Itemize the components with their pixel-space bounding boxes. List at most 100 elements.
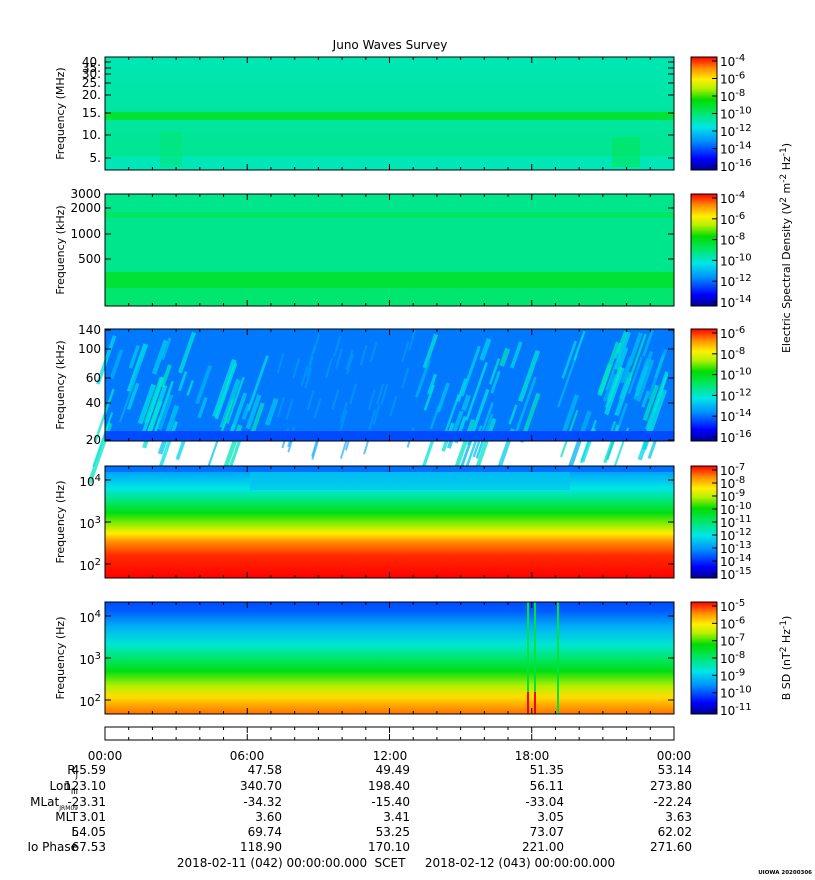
emission-streak	[642, 384, 659, 421]
emission-streak	[247, 355, 269, 411]
ephemeris-value: 56.11	[530, 779, 564, 793]
y-tick-label: 103	[79, 515, 101, 531]
emission-streak	[614, 342, 622, 359]
emission-streak	[490, 370, 501, 394]
emission-streak	[461, 394, 472, 412]
emission-streak	[311, 439, 320, 461]
emission-streak	[514, 376, 537, 434]
emission-streak	[308, 345, 316, 366]
colorbar-tick-label: 10-8	[720, 650, 745, 666]
y-tick-label: 104	[79, 473, 101, 489]
y-tick-label: 10.	[82, 128, 101, 142]
emission-streak	[349, 383, 358, 404]
time-label: 18:00	[515, 749, 550, 763]
emission-streak	[488, 358, 501, 385]
emission-streak	[616, 331, 628, 355]
emission-streak	[220, 399, 234, 434]
emission-streak	[372, 404, 381, 425]
ephemeris-value: 54.05	[72, 825, 106, 839]
emission-streak	[508, 404, 518, 425]
emission-streak	[119, 361, 143, 423]
colorbar-tick-label: 10-8	[720, 232, 745, 248]
ephemeris-value: 198.40	[368, 779, 410, 793]
footer-end-time: 2018-02-12 (043) 00:00:00.000	[425, 856, 615, 870]
emission-streak	[96, 335, 117, 385]
emission-streak	[641, 330, 654, 358]
colorbar-tick-label: 10-15	[720, 566, 752, 582]
colorbar-label-electric: Electric Spectral Density (V2 m-2 Hz-1)	[779, 143, 793, 353]
colorbar-tick-label: 10-10	[720, 685, 752, 701]
y-tick-label: 5.	[90, 151, 101, 165]
colorbar-tick-label: 10-9	[720, 667, 745, 683]
ephemeris-value: 51.35	[530, 763, 564, 777]
emission-streak	[178, 331, 197, 374]
ephemeris-value: 69.74	[248, 825, 282, 839]
colorbar-tick-label: 10-6	[720, 615, 745, 631]
emission-streak	[195, 365, 213, 405]
time-label: 00:00	[657, 749, 692, 763]
ephemeris-value: 340.70	[240, 779, 282, 793]
emission-streak	[401, 367, 410, 389]
emission-streak	[475, 418, 497, 469]
y-tick-label: 140	[78, 323, 101, 337]
time-strip: 00:00 06:00 12:00 18:00 00:00	[88, 726, 692, 763]
emission-streak	[620, 356, 633, 384]
emission-streak	[300, 365, 309, 387]
emission-streak	[245, 394, 262, 430]
y-axis-label: Frequency (MHz)	[54, 67, 67, 159]
y-axis-label: Frequency (kHz)	[54, 205, 67, 294]
footer-scet-label: SCET	[375, 856, 407, 870]
emission-streak	[652, 373, 669, 413]
y-tick-label: 20.	[82, 88, 101, 102]
band-lower	[105, 272, 674, 288]
emission-streak	[276, 396, 285, 418]
emission-streak	[339, 402, 348, 423]
y-tick-label: 2000	[70, 201, 101, 215]
emission-streak	[346, 353, 354, 375]
colorbar-tick-label: 10-8	[720, 346, 745, 362]
y-tick-label: 500	[78, 252, 101, 266]
emission-streak	[128, 345, 140, 369]
emission-streak	[472, 402, 494, 458]
colorbar-2	[690, 328, 718, 442]
emission-streak	[641, 390, 650, 408]
emission-streak	[614, 331, 631, 371]
emission-streak	[510, 341, 523, 369]
y-tick-label: 40.	[82, 55, 101, 69]
colorbar-tick-label: 10-10	[720, 106, 752, 122]
emission-streak	[604, 366, 625, 416]
y-tick-label: 102	[79, 557, 101, 573]
emission-streak	[376, 383, 385, 405]
ephemeris-value: 273.80	[650, 779, 692, 793]
emission-streak	[285, 399, 294, 420]
ephemeris-value: 3.60	[255, 810, 282, 824]
ephemeris-value: 123.10	[64, 779, 106, 793]
panel-0: Frequency (MHz) 40.35.30.25.20. 15. 10. 5.	[54, 55, 718, 171]
colorbar-label-magnetic: B SD (nT2 Hz-1)	[779, 616, 793, 701]
y-tick-label: 20	[86, 433, 101, 447]
colorbar-1	[690, 193, 718, 307]
ephemeris-label: L	[71, 825, 78, 839]
emission-streak	[454, 419, 476, 470]
colorbar-tick-label: 10-7	[720, 462, 745, 478]
y-tick-label: 1000	[70, 227, 101, 241]
ephemeris-value: 3.05	[537, 810, 564, 824]
emission-streak	[427, 373, 438, 395]
emission-streak	[306, 389, 315, 411]
emission-streak	[647, 349, 668, 400]
ephemeris-value: -34.32	[243, 795, 282, 809]
band-upper	[105, 212, 674, 218]
emission-streak	[557, 354, 578, 408]
colorbar-tick-label: 10-11	[720, 514, 752, 530]
emission-streak	[456, 378, 468, 403]
spectrogram-4-bg	[105, 602, 674, 714]
emission-streak	[305, 356, 314, 377]
emission-streak	[359, 344, 368, 366]
ephemeris-value: 62.02	[658, 825, 692, 839]
emission-streak	[561, 340, 578, 379]
emission-streak	[241, 403, 251, 420]
emission-streak	[333, 336, 342, 357]
emission-streak	[380, 383, 389, 405]
emission-streak	[423, 384, 435, 411]
